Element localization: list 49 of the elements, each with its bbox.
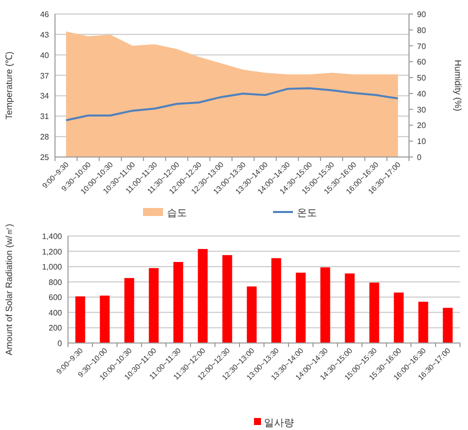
- y2-tick-label: 80: [417, 26, 426, 35]
- bar: [320, 267, 330, 343]
- bar: [394, 292, 404, 343]
- y-tick-label: 40: [40, 50, 50, 60]
- bar: [246, 286, 257, 343]
- y-tick-label: 200: [48, 324, 63, 333]
- y2-tick-label: 20: [417, 121, 426, 130]
- y-tick-label: 1,200: [42, 247, 63, 256]
- y-axis-title: Temperature (℃): [4, 51, 14, 120]
- y2-tick-label: 0: [417, 153, 422, 162]
- legend-label: 온도: [297, 208, 317, 219]
- y-tick-label: 1,000: [42, 262, 63, 272]
- y2-tick-label: 30: [417, 105, 426, 114]
- y-tick-label: 46: [40, 10, 50, 19]
- y-tick-label: 0: [58, 339, 63, 348]
- bar: [442, 308, 453, 343]
- legend-label: 습도: [167, 208, 187, 219]
- bar: [344, 273, 355, 343]
- y2-tick-label: 40: [417, 89, 426, 98]
- bar: [222, 255, 232, 343]
- y2-tick-label: 10: [417, 137, 426, 146]
- bar: [418, 302, 428, 343]
- bar: [100, 296, 110, 343]
- bar: [198, 248, 208, 343]
- bar: [148, 268, 159, 343]
- y-tick-label: 34: [40, 92, 50, 101]
- y-tick-label: 1,400: [42, 232, 63, 241]
- y-tick-label: 37: [40, 71, 50, 80]
- y-tick-label: 400: [48, 308, 63, 318]
- legend-label: 일사량: [264, 418, 294, 429]
- bar: [296, 272, 306, 343]
- bar: [75, 296, 86, 343]
- y2-tick-label: 60: [417, 58, 426, 67]
- y2-axis-title: Humidity (%): [453, 60, 463, 112]
- bar: [369, 282, 380, 343]
- y-axis-title: Amount of Solar Radiation (w/㎡): [4, 224, 14, 356]
- y-tick-label: 31: [40, 112, 50, 122]
- y2-tick-label: 90: [417, 10, 426, 19]
- line-series: [65, 87, 399, 122]
- y-tick-label: 25: [40, 153, 50, 162]
- y-tick-label: 28: [40, 132, 50, 142]
- bar: [271, 258, 282, 343]
- y2-tick-label: 50: [417, 74, 426, 83]
- y-tick-label: 800: [48, 278, 63, 287]
- y2-tick-label: 70: [417, 42, 426, 51]
- y-tick-label: 43: [40, 30, 50, 40]
- bar: [173, 262, 184, 343]
- y-tick-label: 600: [48, 293, 63, 302]
- bar: [124, 278, 134, 343]
